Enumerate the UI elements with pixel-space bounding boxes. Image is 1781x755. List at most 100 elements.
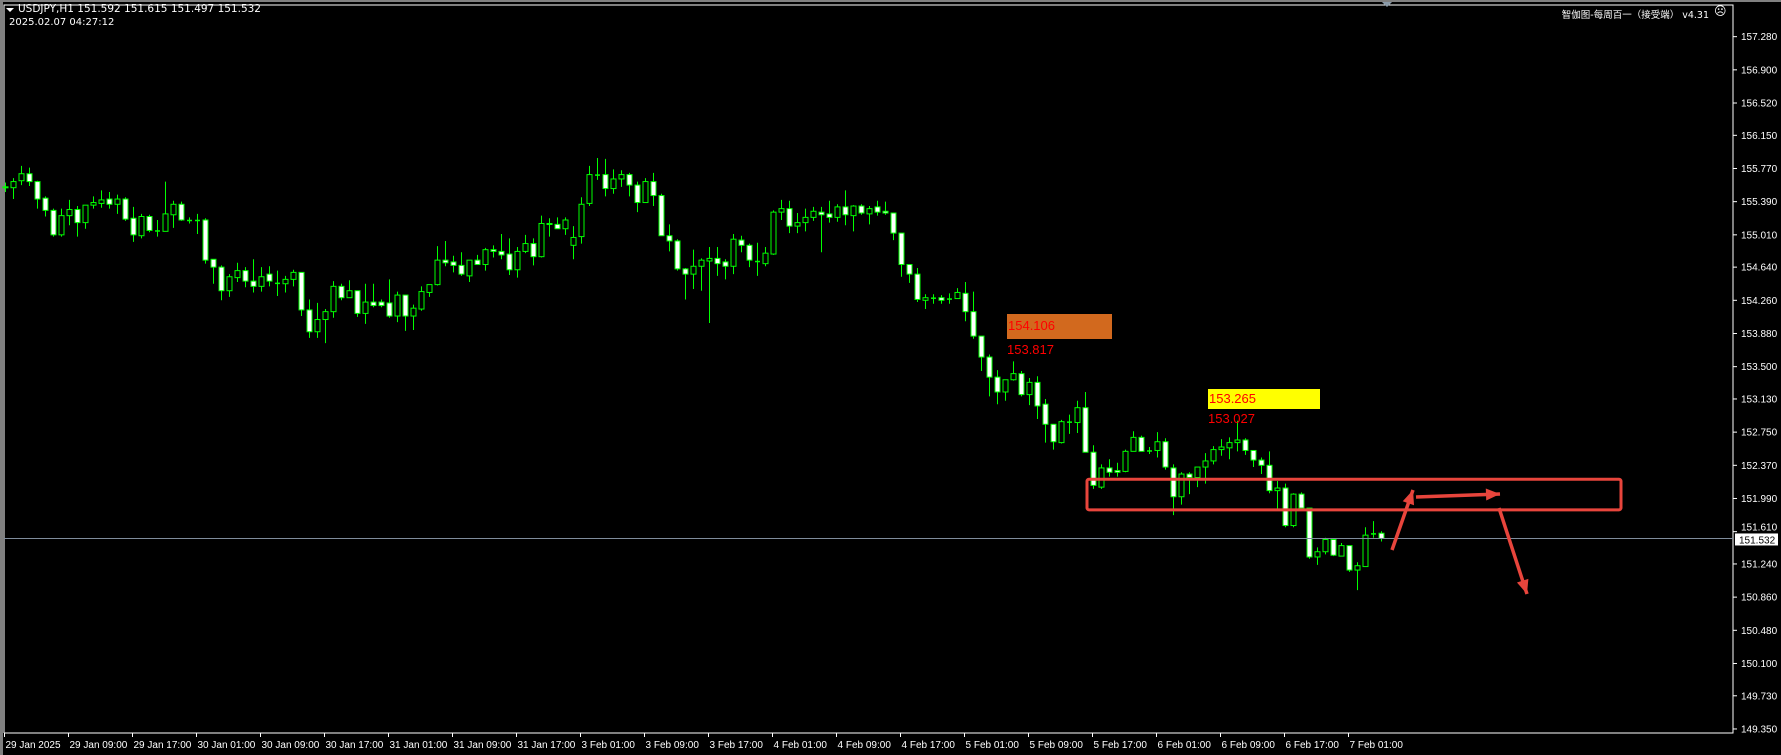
candle-body-bull (2, 186, 9, 189)
candle-body-bull (330, 285, 337, 313)
candle-body-bull (1362, 534, 1369, 568)
candle-body-bull (1154, 441, 1161, 451)
candle-body-bull (1098, 467, 1105, 488)
candle (1050, 423, 1057, 450)
arrow-up[interactable] (1390, 489, 1415, 551)
candle (690, 249, 697, 289)
candle-body-bull (394, 294, 401, 317)
candle-body-bear (858, 205, 865, 214)
price-label-yellow: 153.265 (1208, 389, 1320, 409)
candle-body-bear (890, 212, 897, 234)
candle-body-bull (1178, 473, 1185, 498)
candle (1314, 547, 1321, 565)
candle-body-bear (986, 356, 993, 378)
candle (1147, 446, 1152, 454)
candle-body-bear (178, 203, 185, 221)
candle (202, 218, 209, 264)
candle (155, 219, 160, 237)
candle (1242, 438, 1249, 455)
candle-body-bull (610, 178, 617, 190)
candle (818, 206, 825, 253)
candle-body-bull (418, 291, 425, 310)
candle-body-bear (458, 264, 465, 275)
chart-shift-marker-icon[interactable] (1382, 2, 1392, 7)
candle-body-bear (386, 302, 393, 317)
candle (162, 181, 169, 232)
candle-body-bear (146, 216, 153, 231)
support-zone-rectangle[interactable] (1085, 477, 1623, 512)
candle (1234, 420, 1241, 452)
candle-body-bull (346, 290, 353, 299)
candle (26, 167, 33, 186)
candle-body-bull (410, 307, 417, 317)
candle (195, 213, 200, 234)
candle-body-bull (1338, 545, 1345, 557)
candle (1218, 439, 1225, 456)
candle-body-bear (1250, 449, 1257, 461)
price-label-orange-below: 153.817 (1007, 342, 1054, 357)
candle (1098, 464, 1105, 489)
x-tick-label: 6 Feb 01:00 (1158, 740, 1212, 751)
candle (522, 234, 529, 254)
x-tick-label: 3 Feb 17:00 (710, 740, 764, 751)
candle-body-bear (490, 249, 497, 252)
candle (538, 215, 545, 258)
x-tick-label: 5 Feb 17:00 (1094, 740, 1148, 751)
candle (938, 295, 945, 304)
x-tick-label: 4 Feb 17:00 (902, 740, 956, 751)
candle (986, 354, 993, 397)
sad-face-icon[interactable]: ☹ (1714, 4, 1727, 18)
candle-body-bull (690, 265, 697, 275)
candle-body-bull (522, 243, 529, 252)
candle-body-bull (562, 219, 569, 230)
candle-body-bull (1002, 379, 1009, 393)
candle (834, 204, 841, 222)
candle-body-bear (1346, 545, 1353, 571)
candle-body-bull (706, 257, 713, 262)
candle (498, 233, 505, 260)
candle-body-bear (1106, 467, 1113, 473)
candle (1138, 435, 1145, 452)
candle (290, 269, 297, 287)
candle (187, 217, 192, 224)
candle (1362, 527, 1369, 568)
x-tick-label: 31 Jan 17:00 (518, 740, 576, 751)
candle-body-bear (1170, 467, 1177, 498)
arrow-right[interactable] (1415, 488, 1501, 501)
y-tick-label: 149.350 (1741, 724, 1778, 735)
time-axis[interactable]: 29 Jan 2025 29 Jan 09:00 29 Jan 17:00 30 Ja… (4, 733, 1404, 751)
candle-body-bull (730, 238, 737, 267)
candle-body-bear (1258, 459, 1265, 466)
price-axis[interactable]: 157.280 156.900 156.520 156.150 155.770 155.3… (1733, 32, 1778, 735)
arrow-down[interactable] (1497, 507, 1529, 595)
candle (1354, 562, 1361, 591)
candle (762, 247, 769, 267)
candle (714, 247, 721, 276)
candle (554, 217, 561, 230)
candle-body-bear (1018, 373, 1025, 396)
candle-body-bear (874, 206, 881, 213)
candle (378, 299, 385, 308)
candle (450, 255, 457, 273)
candle (370, 283, 377, 308)
candle (922, 294, 929, 310)
candle (402, 294, 409, 331)
candle-body-bear (1042, 403, 1049, 425)
candle (730, 233, 737, 275)
candle-body-bull (1194, 466, 1201, 479)
candle-body-bear (938, 297, 945, 301)
candle (42, 196, 49, 217)
candle-body-bear (242, 270, 249, 282)
candle (1250, 449, 1257, 468)
candle (1194, 466, 1201, 488)
candle (746, 243, 753, 268)
candle-body-bear (402, 294, 409, 317)
candle (666, 224, 673, 252)
menu-dropdown-icon[interactable] (6, 8, 14, 12)
candle (882, 201, 889, 215)
candle-body-bear (306, 309, 313, 333)
candle-body-bull (1010, 373, 1017, 381)
indicator-label: 智伽图-每周百一（接受端） v4.31 (1561, 10, 1709, 21)
candle-body-bull (66, 209, 73, 217)
